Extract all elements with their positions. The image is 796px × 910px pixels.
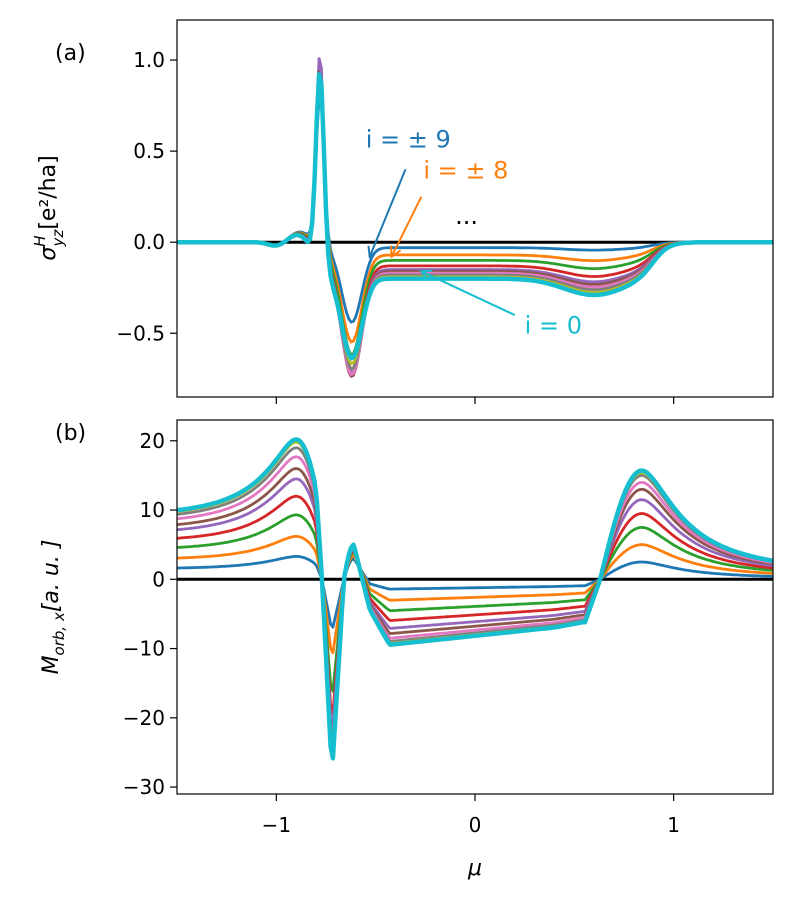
panel-a-annotations: i = ± 9 i = ± 8... i = 0 — [366, 125, 582, 339]
y-tick-label: 1.0 — [133, 48, 165, 72]
y-tick-label: −30 — [123, 775, 165, 799]
annotation-arrow — [420, 270, 516, 316]
annotation-label: i = ± 9 — [366, 125, 451, 153]
annotation-arrow — [390, 196, 423, 258]
y-tick-label: −10 — [123, 637, 165, 661]
y-tick-label: 10 — [140, 498, 165, 522]
series-line-a — [177, 72, 773, 361]
y-tick-label: 0.0 — [133, 230, 165, 254]
series-line-b — [177, 455, 773, 747]
panel-a-ylabel: σHyz[e²/ha] — [31, 155, 67, 260]
annotation-arrow — [368, 168, 407, 258]
y-tick-label: 0.5 — [133, 139, 165, 163]
series-line-b — [177, 513, 773, 693]
x-tick-label: 0 — [469, 813, 482, 837]
x-tick-label: −1 — [262, 813, 291, 837]
series-line-b — [177, 467, 773, 741]
panel-b-ylabel: Morb, x[a. u. ] — [39, 540, 68, 675]
annotation-arrowhead — [390, 245, 402, 259]
annotation-label: i = 0 — [525, 311, 582, 339]
series-line-b — [177, 555, 773, 629]
annotation-label: ... — [455, 202, 478, 230]
panel-a-label: (a) — [55, 41, 86, 66]
series-line-b — [177, 535, 773, 655]
annotation-arrowhead — [419, 269, 433, 281]
x-axis-label: μ — [467, 856, 482, 881]
panel-a-plot-area — [177, 57, 773, 378]
panel-b-plot-area — [177, 437, 773, 761]
x-tick-label: 1 — [667, 813, 680, 837]
y-tick-label: −20 — [123, 706, 165, 730]
series-line-b — [177, 477, 773, 728]
annotation-label: i = ± 8 — [423, 156, 508, 184]
panel-b-label: (b) — [55, 421, 86, 446]
y-tick-label: 20 — [140, 429, 165, 453]
annotation-arrowhead — [367, 245, 379, 259]
series-line-b — [177, 437, 773, 761]
series-line-b — [177, 494, 773, 715]
y-tick-label: 0 — [152, 567, 165, 591]
panel-a: i = ± 9 i = ± 8... i = 0 −0.5 0.0 0.5 1.0 (a)… — [31, 19, 774, 404]
panel-a-axes: −0.5 0.0 0.5 1.0 — [116, 48, 675, 404]
y-tick-label: −0.5 — [116, 321, 165, 345]
